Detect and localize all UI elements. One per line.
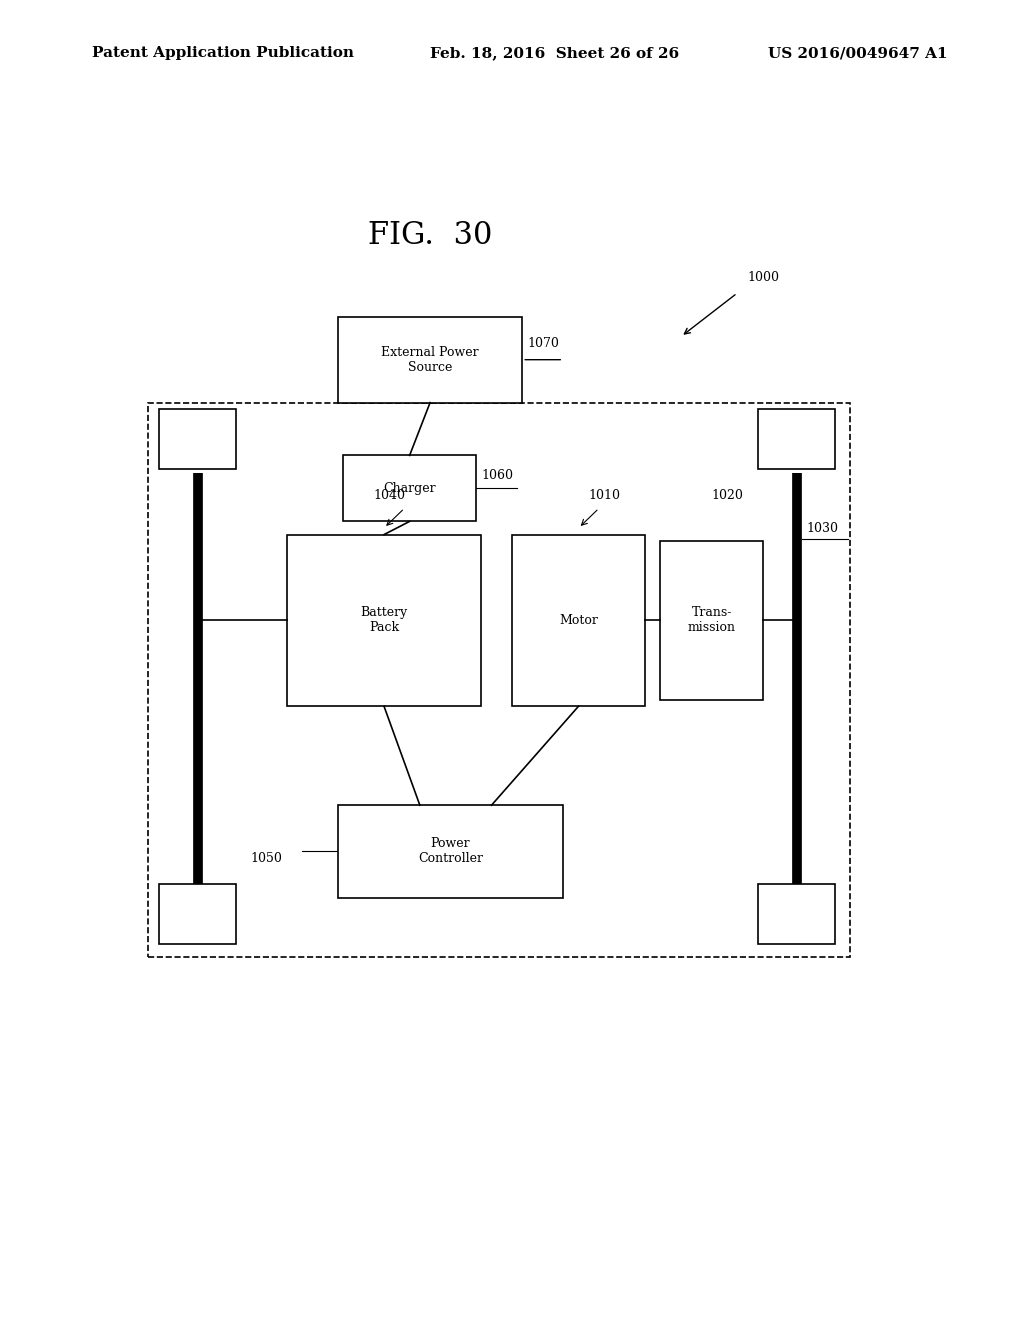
Text: Power
Controller: Power Controller xyxy=(418,837,483,866)
FancyBboxPatch shape xyxy=(159,884,236,944)
Text: Patent Application Publication: Patent Application Publication xyxy=(92,46,354,61)
Text: 1060: 1060 xyxy=(481,469,513,482)
Text: US 2016/0049647 A1: US 2016/0049647 A1 xyxy=(768,46,947,61)
Text: 1020: 1020 xyxy=(712,488,743,502)
Text: 1010: 1010 xyxy=(589,488,621,502)
Text: Charger: Charger xyxy=(383,482,436,495)
FancyBboxPatch shape xyxy=(287,535,481,706)
Text: External Power
Source: External Power Source xyxy=(381,346,479,374)
Text: Trans-
mission: Trans- mission xyxy=(688,606,735,635)
Text: 1040: 1040 xyxy=(374,488,406,502)
Text: 1070: 1070 xyxy=(527,338,559,351)
Text: 1030: 1030 xyxy=(807,521,839,535)
Text: 1050: 1050 xyxy=(251,851,283,865)
Text: 1000: 1000 xyxy=(748,271,779,284)
Text: Motor: Motor xyxy=(559,614,598,627)
FancyBboxPatch shape xyxy=(343,455,476,521)
Text: FIG.  30: FIG. 30 xyxy=(368,220,493,251)
FancyBboxPatch shape xyxy=(159,409,236,469)
FancyBboxPatch shape xyxy=(512,535,645,706)
FancyBboxPatch shape xyxy=(758,884,835,944)
Text: Battery
Pack: Battery Pack xyxy=(360,606,408,635)
FancyBboxPatch shape xyxy=(338,317,522,403)
FancyBboxPatch shape xyxy=(338,805,563,898)
Text: Feb. 18, 2016  Sheet 26 of 26: Feb. 18, 2016 Sheet 26 of 26 xyxy=(430,46,679,61)
FancyBboxPatch shape xyxy=(660,541,763,700)
FancyBboxPatch shape xyxy=(758,409,835,469)
